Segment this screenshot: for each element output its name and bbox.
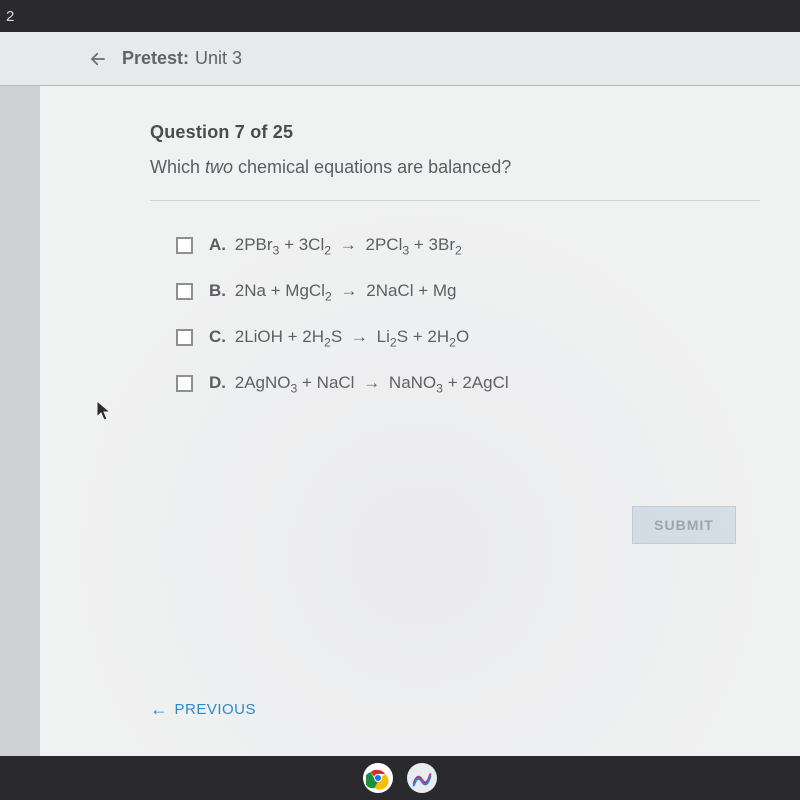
checkbox-icon[interactable] bbox=[176, 329, 193, 346]
option-formula: 2PBr3 + 3Cl2 → 2PCl3 + 3Br2 bbox=[235, 235, 462, 254]
option-letter: D. bbox=[209, 373, 226, 392]
option-a[interactable]: A. 2PBr3 + 3Cl2 → 2PCl3 + 3Br2 bbox=[176, 235, 760, 255]
question-panel: Question 7 of 25 Which two chemical equa… bbox=[40, 86, 800, 756]
option-d[interactable]: D. 2AgNO3 + NaCl → NaNO3 + 2AgCl bbox=[176, 373, 760, 393]
checkbox-icon[interactable] bbox=[176, 375, 193, 392]
tab-number: 2 bbox=[6, 8, 14, 25]
option-formula: 2LiOH + 2H2S → Li2S + 2H2O bbox=[235, 327, 469, 346]
unit-label: Unit 3 bbox=[195, 48, 242, 69]
prompt-em: two bbox=[205, 157, 233, 177]
question-counter: Question 7 of 25 bbox=[150, 122, 760, 143]
app-icon[interactable] bbox=[407, 763, 437, 793]
option-c[interactable]: C. 2LiOH + 2H2S → Li2S + 2H2O bbox=[176, 327, 760, 347]
prompt-post: chemical equations are balanced? bbox=[233, 157, 511, 177]
taskbar bbox=[0, 756, 800, 800]
pretest-header: Pretest: Unit 3 bbox=[0, 32, 800, 86]
option-label: A. 2PBr3 + 3Cl2 → 2PCl3 + 3Br2 bbox=[209, 235, 462, 255]
option-label: B. 2Na + MgCl2 → 2NaCl + Mg bbox=[209, 281, 456, 301]
checkbox-icon[interactable] bbox=[176, 283, 193, 300]
chrome-icon[interactable] bbox=[363, 763, 393, 793]
arrow-left-icon: ← bbox=[150, 699, 169, 720]
option-letter: A. bbox=[209, 235, 226, 254]
option-formula: 2Na + MgCl2 → 2NaCl + Mg bbox=[235, 281, 457, 300]
back-icon[interactable] bbox=[88, 49, 108, 69]
option-letter: C. bbox=[209, 327, 226, 346]
prompt-pre: Which bbox=[150, 157, 205, 177]
option-letter: B. bbox=[209, 281, 226, 300]
submit-label: SUBMIT bbox=[654, 517, 714, 533]
option-label: D. 2AgNO3 + NaCl → NaNO3 + 2AgCl bbox=[209, 373, 509, 393]
submit-button[interactable]: SUBMIT bbox=[632, 506, 736, 544]
option-formula: 2AgNO3 + NaCl → NaNO3 + 2AgCl bbox=[235, 373, 509, 392]
previous-label: PREVIOUS bbox=[175, 701, 257, 718]
options-list: A. 2PBr3 + 3Cl2 → 2PCl3 + 3Br2 B. 2Na + … bbox=[176, 235, 760, 393]
divider bbox=[150, 200, 760, 201]
pretest-label: Pretest: bbox=[122, 48, 189, 69]
browser-tab-bar: 2 bbox=[0, 0, 800, 32]
option-b[interactable]: B. 2Na + MgCl2 → 2NaCl + Mg bbox=[176, 281, 760, 301]
option-label: C. 2LiOH + 2H2S → Li2S + 2H2O bbox=[209, 327, 469, 347]
screen-root: 2 Pretest: Unit 3 Question 7 of 25 Which… bbox=[0, 0, 800, 800]
checkbox-icon[interactable] bbox=[176, 237, 193, 254]
question-prompt: Which two chemical equations are balance… bbox=[150, 157, 760, 178]
previous-button[interactable]: ← PREVIOUS bbox=[150, 699, 256, 720]
